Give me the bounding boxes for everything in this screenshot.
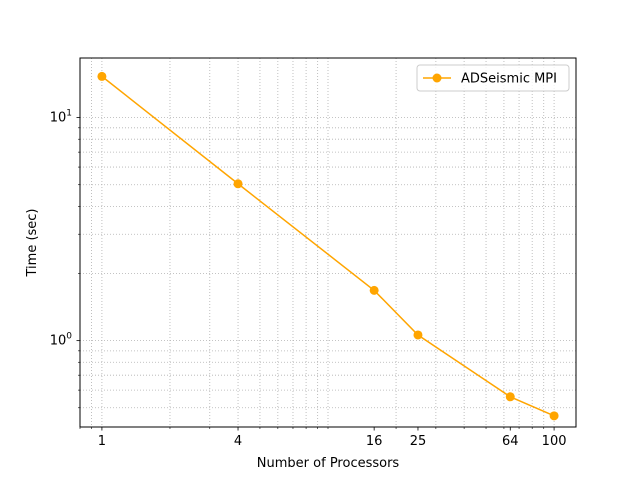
series-line [101,75,555,417]
legend: ADSeismic MPI [416,64,570,92]
y-tick-label: 100 [50,332,73,349]
x-axis-label: Number of Processors [257,456,400,471]
data-point [413,330,423,340]
plot-area [80,58,576,427]
series-layer [97,71,559,421]
x-tick-label: 1 [98,434,106,449]
x-tick-label: 16 [366,434,383,449]
y-axis-label: Time (sec) [25,208,40,277]
data-point [549,411,559,421]
x-tick-label: 100 [542,434,567,449]
x-tick-label: 4 [234,434,242,449]
data-point [97,71,107,81]
legend-box [416,64,570,92]
y-tick-label: 101 [50,109,72,126]
axes-frame [79,57,577,428]
x-tick-label: 64 [502,434,519,449]
legend-marker [432,73,442,83]
legend-label: ADSeismic MPI [461,72,557,87]
data-point [369,285,379,295]
data-point [233,179,243,189]
x-tick-label: 25 [410,434,427,449]
data-point [505,392,515,402]
